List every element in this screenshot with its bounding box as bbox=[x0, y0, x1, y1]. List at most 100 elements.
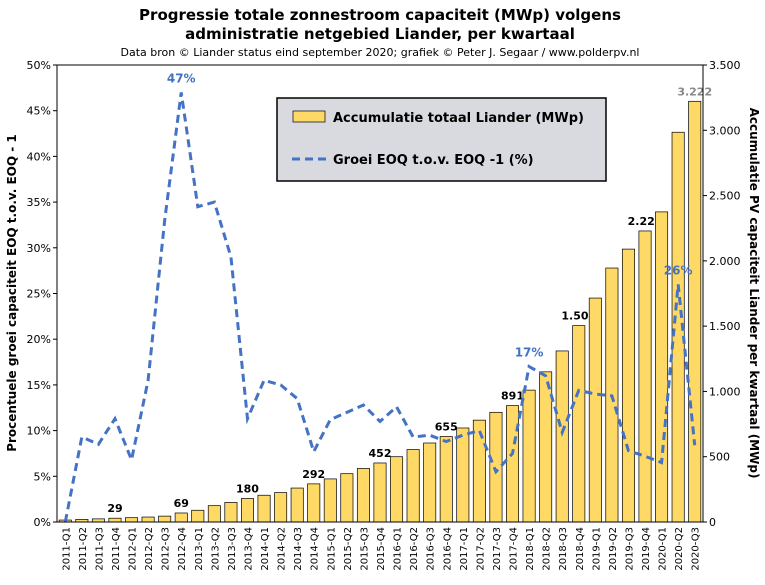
bar bbox=[207, 505, 221, 523]
x-tick-label: 2016-Q1 bbox=[393, 527, 404, 571]
bar bbox=[191, 509, 205, 523]
bar bbox=[572, 325, 586, 523]
x-tick-label: 2011-Q1 bbox=[61, 527, 72, 571]
bar bbox=[489, 411, 503, 523]
bar bbox=[472, 419, 486, 523]
y-tick-label: 45% bbox=[27, 105, 51, 118]
x-tick-label: 2012-Q1 bbox=[128, 527, 139, 571]
bar bbox=[390, 456, 404, 523]
bar bbox=[307, 483, 321, 523]
line-value-label: 17% bbox=[515, 346, 544, 360]
y-tick-label: 5% bbox=[34, 470, 51, 483]
x-tick-label: 2013-Q3 bbox=[227, 527, 238, 571]
bar bbox=[539, 371, 553, 523]
y-tick-label: 50% bbox=[27, 59, 51, 72]
y-axis-label: Procentuele groei capaciteit EOQ t.o.v. … bbox=[5, 134, 19, 452]
bar-value-label: 180 bbox=[236, 482, 259, 495]
y-tick-label: 20% bbox=[27, 333, 51, 346]
x-tick-label: 2020-Q2 bbox=[674, 527, 685, 571]
x-tick-label: 2011-Q4 bbox=[111, 527, 122, 571]
x-tick-label: 2017-Q3 bbox=[492, 527, 503, 571]
y-tick-label: 30% bbox=[27, 242, 51, 255]
x-tick-label: 2013-Q2 bbox=[210, 527, 221, 571]
chart-subtitle: Data bron © Liander status eind septembe… bbox=[121, 46, 640, 59]
bar bbox=[506, 405, 519, 523]
bar bbox=[158, 515, 172, 523]
y2-tick-label: 3.500 bbox=[709, 59, 741, 72]
x-tick-label: 2015-Q3 bbox=[359, 527, 370, 571]
x-tick-label: 2018-Q3 bbox=[558, 527, 569, 571]
bar bbox=[174, 512, 188, 523]
y-tick-label: 0% bbox=[34, 516, 51, 529]
x-tick-label: 2015-Q4 bbox=[376, 527, 387, 571]
x-tick-label: 2012-Q4 bbox=[177, 527, 188, 571]
bar bbox=[340, 473, 354, 523]
y-tick-label: 10% bbox=[27, 425, 51, 438]
bar bbox=[439, 436, 453, 523]
legend-swatch bbox=[292, 110, 326, 123]
bar bbox=[423, 442, 437, 523]
bar bbox=[588, 297, 602, 523]
bar bbox=[108, 517, 122, 523]
x-tick-label: 2013-Q4 bbox=[243, 527, 254, 571]
y-tick-label: 35% bbox=[27, 196, 51, 209]
x-tick-label: 2015-Q1 bbox=[326, 527, 337, 571]
legend-box bbox=[276, 97, 607, 182]
y2-axis-label: Accumulatie PV capaciteit Liander per kw… bbox=[747, 108, 761, 479]
x-tick-label: 2020-Q3 bbox=[691, 527, 702, 571]
bar-value-label: 69 bbox=[174, 497, 189, 510]
bar-value-label: 2.229 bbox=[628, 215, 663, 228]
x-tick-label: 2019-Q2 bbox=[608, 527, 619, 571]
bar bbox=[356, 468, 370, 523]
bar-value-label: 1.504 bbox=[561, 310, 596, 323]
x-tick-label: 2016-Q2 bbox=[409, 527, 420, 571]
x-tick-label: 2013-Q1 bbox=[194, 527, 205, 571]
x-tick-label: 2012-Q3 bbox=[161, 527, 172, 571]
x-tick-label: 2017-Q2 bbox=[475, 527, 486, 571]
bar bbox=[224, 502, 238, 523]
y2-tick-label: 3.000 bbox=[709, 124, 741, 137]
bar bbox=[621, 248, 635, 523]
line-value-label: 26% bbox=[664, 263, 693, 277]
bar bbox=[323, 478, 337, 523]
bar bbox=[290, 487, 304, 523]
x-tick-label: 2011-Q3 bbox=[94, 527, 105, 571]
line-value-label: 47% bbox=[167, 71, 196, 85]
y2-tick-label: 2.500 bbox=[709, 190, 741, 203]
x-tick-label: 2018-Q4 bbox=[575, 527, 586, 571]
line bbox=[63, 92, 697, 523]
y2-tick-label: 2.000 bbox=[709, 255, 741, 268]
y-tick-label: 15% bbox=[27, 379, 51, 392]
y2-tick-label: 1.000 bbox=[709, 385, 741, 398]
x-tick-label: 2011-Q2 bbox=[78, 527, 89, 571]
bar bbox=[688, 100, 702, 523]
x-tick-label: 2019-Q3 bbox=[624, 527, 635, 571]
x-tick-label: 2012-Q2 bbox=[144, 527, 155, 571]
y-tick-label: 40% bbox=[27, 150, 51, 163]
x-tick-label: 2014-Q3 bbox=[293, 527, 304, 571]
bar bbox=[274, 492, 288, 523]
bar bbox=[522, 389, 536, 523]
x-tick-label: 2019-Q1 bbox=[591, 527, 602, 571]
bar-value-label: 3.222 bbox=[677, 85, 712, 98]
bar bbox=[257, 494, 271, 523]
x-tick-label: 2014-Q4 bbox=[310, 527, 321, 571]
bar-value-label: 655 bbox=[435, 420, 458, 433]
x-tick-label: 2014-Q1 bbox=[260, 527, 271, 571]
x-tick-label: 2014-Q2 bbox=[277, 527, 288, 571]
y2-tick-label: 0 bbox=[709, 516, 716, 529]
bar-value-label: 292 bbox=[302, 468, 325, 481]
chart-title: administratie netgebied Liander, per kwa… bbox=[185, 25, 575, 43]
x-tick-label: 2018-Q2 bbox=[542, 527, 553, 571]
bar bbox=[655, 211, 669, 523]
bar-value-label: 29 bbox=[107, 502, 122, 515]
bar bbox=[456, 427, 470, 523]
legend-label: Accumulatie totaal Liander (MWp) bbox=[333, 111, 584, 126]
bar-value-label: 891 bbox=[501, 390, 524, 403]
bar-value-label: 452 bbox=[369, 447, 392, 460]
x-tick-label: 2015-Q2 bbox=[343, 527, 354, 571]
bar bbox=[638, 230, 652, 523]
x-tick-label: 2016-Q3 bbox=[426, 527, 437, 571]
x-tick-label: 2016-Q4 bbox=[442, 527, 453, 571]
